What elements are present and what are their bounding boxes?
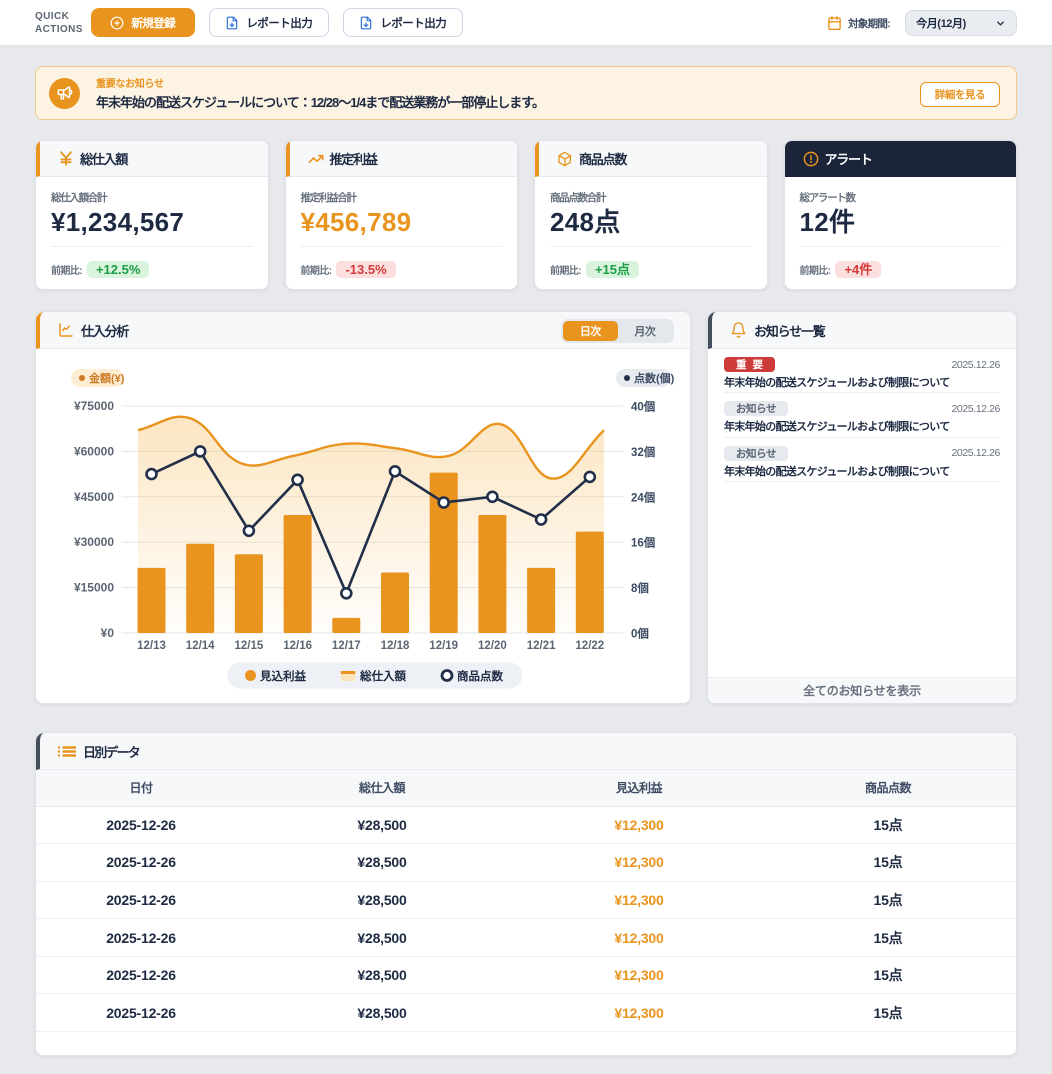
svg-text:24個: 24個 — [631, 490, 655, 504]
svg-text:点数(個): 点数(個) — [634, 371, 675, 385]
svg-text:商品点数: 商品点数 — [457, 669, 503, 683]
svg-text:0個: 0個 — [631, 627, 649, 641]
svg-text:¥30000: ¥30000 — [74, 535, 114, 549]
svg-text:8個: 8個 — [631, 581, 649, 595]
svg-text:12/16: 12/16 — [283, 640, 312, 652]
svg-text:32個: 32個 — [631, 445, 655, 459]
svg-text:12/22: 12/22 — [575, 640, 604, 652]
svg-text:12/20: 12/20 — [478, 640, 507, 652]
svg-text:12/13: 12/13 — [137, 640, 166, 652]
svg-text:12/21: 12/21 — [527, 640, 556, 652]
svg-text:¥60000: ¥60000 — [74, 444, 114, 458]
svg-text:¥15000: ¥15000 — [74, 581, 114, 595]
svg-text:総仕入額: 総仕入額 — [359, 669, 406, 683]
svg-text:金額(¥): 金額(¥) — [89, 371, 125, 385]
svg-text:12/17: 12/17 — [332, 640, 361, 652]
svg-text:¥75000: ¥75000 — [74, 399, 114, 413]
svg-text:12/14: 12/14 — [186, 640, 215, 652]
svg-text:¥0: ¥0 — [101, 626, 115, 640]
svg-text:¥45000: ¥45000 — [74, 490, 114, 504]
svg-text:12/15: 12/15 — [235, 640, 264, 652]
svg-text:見込利益: 見込利益 — [259, 669, 306, 683]
svg-text:16個: 16個 — [631, 536, 655, 550]
svg-text:12/19: 12/19 — [429, 640, 458, 652]
svg-text:40個: 40個 — [631, 400, 655, 414]
svg-text:12/18: 12/18 — [381, 640, 410, 652]
